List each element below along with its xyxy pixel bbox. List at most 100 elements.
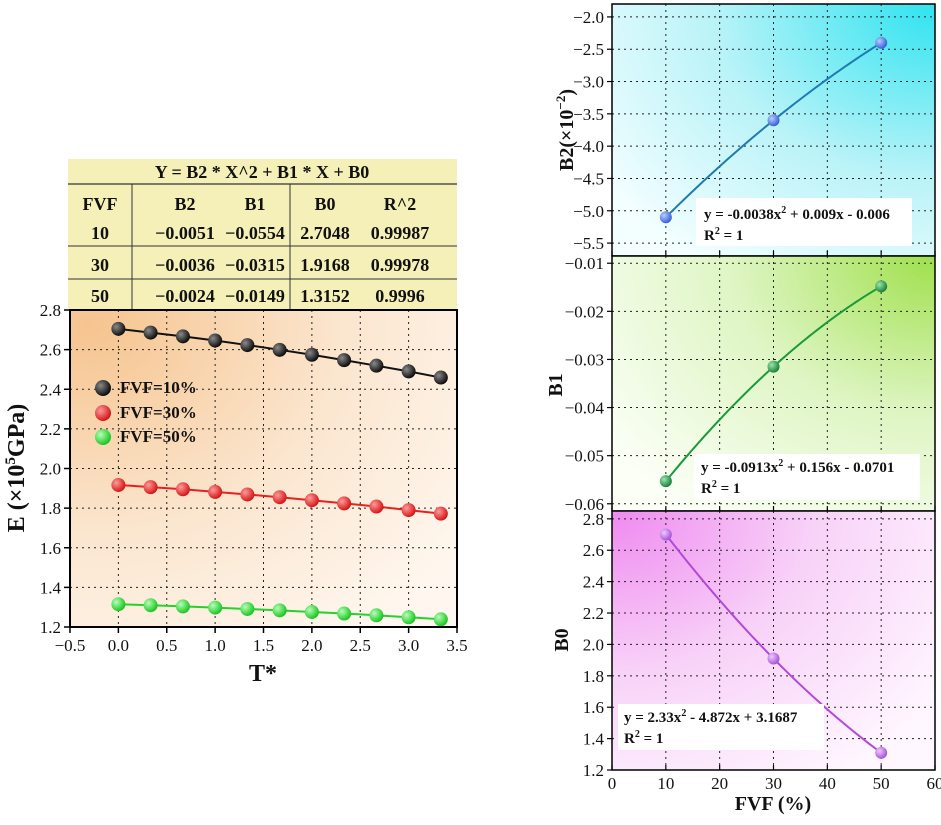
main-data-point: [337, 496, 352, 511]
table-header-cell: B2: [174, 194, 195, 214]
b1-data-point: [875, 280, 888, 293]
main-data-point: [143, 598, 158, 613]
b0-r-squared-tail: = 1: [640, 731, 664, 747]
b2-y-axis-label-part: ): [556, 89, 578, 96]
main-data-point: [175, 482, 190, 497]
main-data-point: [369, 499, 384, 514]
main-data-point: [143, 480, 158, 495]
main-y-tick-label: 1.8: [40, 499, 61, 518]
table-cell: −0.0051: [155, 223, 215, 243]
b1-y-tick-label: −0.01: [565, 254, 604, 273]
b1-equation-box: y = -0.0913x2 + 0.156x - 0.0701 R2 = 1: [694, 454, 920, 500]
legend-marker: [95, 405, 111, 421]
b2-equation-text: y = -0.0038x: [704, 207, 782, 223]
b0-x-tick-label: 0: [608, 774, 617, 793]
legend-label: FVF=10%: [120, 378, 197, 397]
main-data-point: [272, 342, 287, 357]
b0-x-axis-label: FVF (%): [735, 793, 811, 815]
main-data-point: [240, 338, 255, 353]
b0-y-tick-label: 2.8: [583, 510, 604, 529]
main-y-tick-label: 2.2: [40, 420, 61, 439]
b0-x-tick-label: 50: [873, 774, 890, 793]
b0-equation-exponent: 2: [681, 708, 686, 719]
main-y-axis-label-part: E (×10: [4, 465, 30, 533]
b1-data-point: [767, 360, 780, 373]
b1-r-squared-text: R: [701, 481, 712, 497]
main-x-tick-label: 0.5: [156, 636, 177, 655]
b0-y-tick-label: 1.6: [583, 698, 604, 717]
b2-equation-tail: + 0.009x - 0.006: [786, 207, 890, 223]
main-data-point: [337, 606, 352, 621]
main-y-axis-label-exponent: 5: [3, 457, 19, 465]
main-y-tick-label: 1.4: [40, 578, 62, 597]
legend-marker: [95, 429, 111, 445]
table-cell: 2.7048: [300, 223, 350, 243]
main-data-point: [208, 600, 223, 615]
b0-r-squared-exponent: 2: [635, 729, 640, 740]
b2-equation-background: [696, 198, 912, 246]
b0-x-tick-label: 30: [765, 774, 782, 793]
b0-data-point: [875, 746, 888, 759]
b0-y-tick-label: 2.6: [583, 541, 604, 560]
main-data-point: [433, 370, 448, 385]
main-data-point: [111, 321, 126, 336]
main-x-tick-label: 1.0: [205, 636, 226, 655]
main-data-point: [369, 608, 384, 623]
b2-y-tick-label: −4.0: [573, 137, 604, 156]
panel-b2: y = -0.0038x2 + 0.009x - 0.006 R2 = 1 −5…: [553, 3, 936, 257]
b2-equation-box: y = -0.0038x2 + 0.009x - 0.006 R2 = 1: [696, 198, 912, 246]
main-data-point: [401, 503, 416, 518]
b2-y-tick-label: −3.5: [573, 105, 604, 124]
main-y-tick-label: 2.0: [40, 460, 61, 479]
b0-equation-background: [618, 704, 824, 750]
b1-r-squared-tail: = 1: [717, 481, 741, 497]
panel-b1: y = -0.0913x2 + 0.156x - 0.0701 R2 = 1 −…: [545, 254, 936, 514]
main-data-point: [304, 347, 319, 362]
b1-r-squared-exponent: 2: [712, 479, 717, 490]
main-data-point: [240, 487, 255, 502]
main-x-tick-label: 0.0: [108, 636, 129, 655]
table-header-cell: B0: [314, 194, 335, 214]
table-title: Y = B2 * X^2 + B1 * X + B0: [155, 162, 370, 182]
main-x-tick-label: 1.5: [253, 636, 274, 655]
main-data-point: [272, 603, 287, 618]
b0-y-tick-label: 1.2: [583, 761, 604, 780]
b0-data-point: [767, 652, 780, 665]
b0-y-tick-label: 1.4: [583, 730, 605, 749]
table-cell: −0.0149: [225, 286, 285, 306]
table-cell: −0.0315: [225, 255, 285, 275]
b2-y-tick-label: −2.5: [573, 40, 604, 59]
main-data-point: [111, 597, 126, 612]
b0-x-tick-label: 60: [927, 774, 941, 793]
b1-equation-background: [694, 454, 920, 500]
table-cell: −0.0554: [225, 223, 285, 243]
table-cell: 0.99987: [371, 223, 430, 243]
panel-b0: y = 2.33x2 - 4.872x + 3.1687 R2 = 1 0 10 2…: [551, 510, 941, 815]
main-data-point: [304, 604, 319, 619]
table-cell: 10: [91, 223, 109, 243]
legend-marker: [95, 380, 111, 396]
main-y-tick-label: 1.2: [40, 618, 61, 637]
b1-y-tick-label: −0.06: [565, 495, 604, 514]
main-data-point: [401, 610, 416, 625]
b0-r-squared-text: R: [624, 731, 635, 747]
main-data-point: [337, 353, 352, 368]
b2-y-tick-label: −3.0: [573, 73, 604, 92]
b1-r-squared: R2 = 1: [701, 479, 740, 497]
b2-equation-exponent: 2: [781, 205, 786, 216]
b1-equation-exponent: 2: [778, 458, 783, 469]
b0-y-axis-label: B0: [551, 628, 573, 651]
main-legend: FVF=10% FVF=30% FVF=50%: [95, 378, 197, 446]
main-chart: −0.5 0.0 0.5 1.0 1.5 2.0 2.5 3.0 3.5 1.2 1.4 1.6 1.8…: [3, 301, 468, 687]
b1-equation: y = -0.0913x2 + 0.156x - 0.0701: [701, 458, 894, 476]
b0-x-tick-label: 20: [711, 774, 728, 793]
b2-data-point: [767, 114, 780, 127]
main-data-point: [111, 477, 126, 492]
b1-y-tick-label: −0.05: [565, 447, 604, 466]
main-x-tick-label: 3.0: [398, 636, 419, 655]
b1-y-tick-label: −0.03: [565, 350, 604, 369]
table-header-cell: FVF: [83, 194, 118, 214]
main-y-tick-label: 2.6: [40, 341, 61, 360]
legend-label: FVF=50%: [120, 427, 197, 446]
main-data-point: [143, 325, 158, 340]
